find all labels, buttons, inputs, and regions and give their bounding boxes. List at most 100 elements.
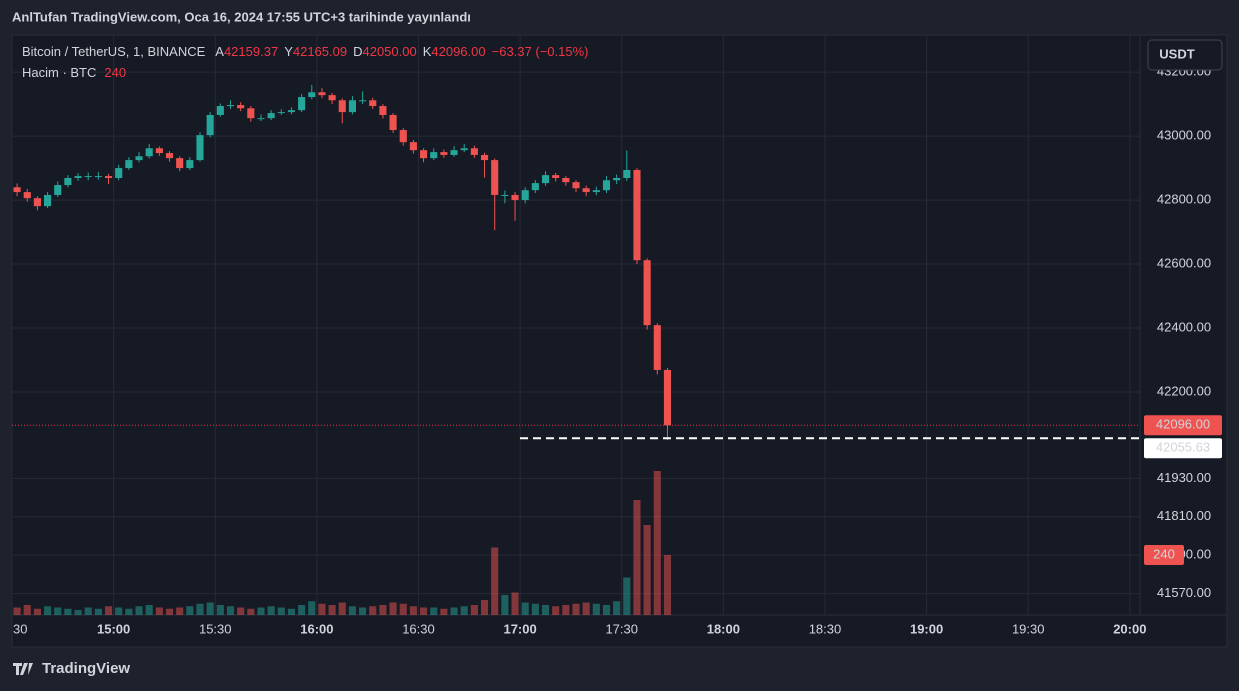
candle-body [277,112,285,114]
currency-button[interactable] [1147,39,1223,71]
volume-bar [257,607,265,615]
volume-bar [663,555,672,615]
candle-body [470,148,478,155]
volume-bar [552,606,560,615]
volume-bar [633,500,641,615]
volume-bar [237,607,245,615]
volume-bar [308,601,316,615]
candle-body [247,108,255,119]
volume-bar [176,607,184,615]
x-tick-label: 16:00 [300,621,333,636]
volume-bar [389,602,397,615]
candle-body [643,260,651,326]
volume-bar [44,606,52,615]
candle-body [176,158,184,169]
volume-bar [501,595,509,615]
candle-body [145,148,153,157]
volume-bar [13,607,21,615]
volume-bar [348,606,356,615]
candle-body [552,175,560,179]
candle-body [257,118,265,120]
volume-bar [480,600,489,615]
symbol: Bitcoin / TetherUS, 1, BINANCE [22,44,206,59]
volume-bar [104,606,113,615]
candle-body [135,156,143,161]
candle-body [491,160,499,195]
candle-body [460,148,468,151]
volume-bar [592,603,600,615]
volume-bar [653,471,661,615]
candle-body [663,369,672,426]
volume-bar [491,547,499,615]
x-tick-label: 16:30 [402,621,435,636]
candle-body [531,183,539,191]
last-price-label: 42096.00 [1156,417,1210,432]
candle-body [226,105,235,107]
volume-bar [216,605,224,615]
volume-bar [338,602,346,615]
volume-bar [267,606,275,615]
volume-bar [186,606,194,615]
candle-body [521,190,529,201]
ohlc-value: 42096.00 [431,44,485,59]
y-tick-label: 42400.00 [1157,319,1211,334]
volume-bar [155,607,163,615]
volume-bar [420,607,428,615]
candle-body [592,190,600,193]
y-tick-label: 41930.00 [1157,470,1211,485]
candle-body [623,170,631,179]
volume-bar [84,607,92,615]
candle-body [348,100,356,113]
brand: TradingView [42,660,130,677]
candle-body [33,198,41,207]
volume-bar [379,605,387,615]
candle-body [379,106,387,115]
ohlc-value: 42050.00 [362,44,416,59]
header: AnlTufan TradingView.com, Oca 16, 2024 1… [12,9,471,24]
volume-bar [562,605,570,615]
candle-body [216,106,224,115]
candle-body [64,178,72,186]
brand-logo [13,663,33,675]
candle-body [104,176,113,179]
y-tick-label: 41570.00 [1157,585,1211,600]
volume-bar [135,606,143,615]
volume-bar [287,608,296,615]
candle-body [54,185,62,195]
volume-bar [623,577,631,615]
mark-price-label: 42055.63 [1156,440,1210,455]
volume-axis-label: 240 [1153,546,1175,561]
candle-body [318,92,326,96]
volume-bar [165,608,174,615]
volume-bar [409,606,417,615]
volume-bar [277,607,285,615]
y-tick-label: 42200.00 [1157,383,1211,398]
candle-body [359,100,367,102]
volume-bar [115,607,123,615]
candle-body [602,180,611,191]
volume-bar [541,605,550,615]
volume-bar [440,608,448,615]
volume-bar [521,602,529,615]
mark-price-box [1144,438,1222,459]
candle-body [420,150,428,159]
volume-bar [247,608,255,615]
candle-body [389,114,397,131]
currency[interactable]: USDT [1159,46,1194,61]
candle-body [206,114,214,136]
volume-bar [328,605,336,615]
volume-legend: Hacim · BTC 240 [22,65,126,80]
volume-bar [206,602,214,615]
volume-bar [582,602,590,615]
candle-body [440,152,448,155]
candle-body [338,100,346,113]
volume-bar [33,608,41,615]
candle-body [369,100,377,107]
ohlc-key: D [353,44,362,59]
volume-bar [54,607,62,615]
x-tick-label: 17:30 [605,621,638,636]
candle-body [572,182,580,189]
volume-bar [145,605,153,615]
last-price-box [1144,415,1222,436]
